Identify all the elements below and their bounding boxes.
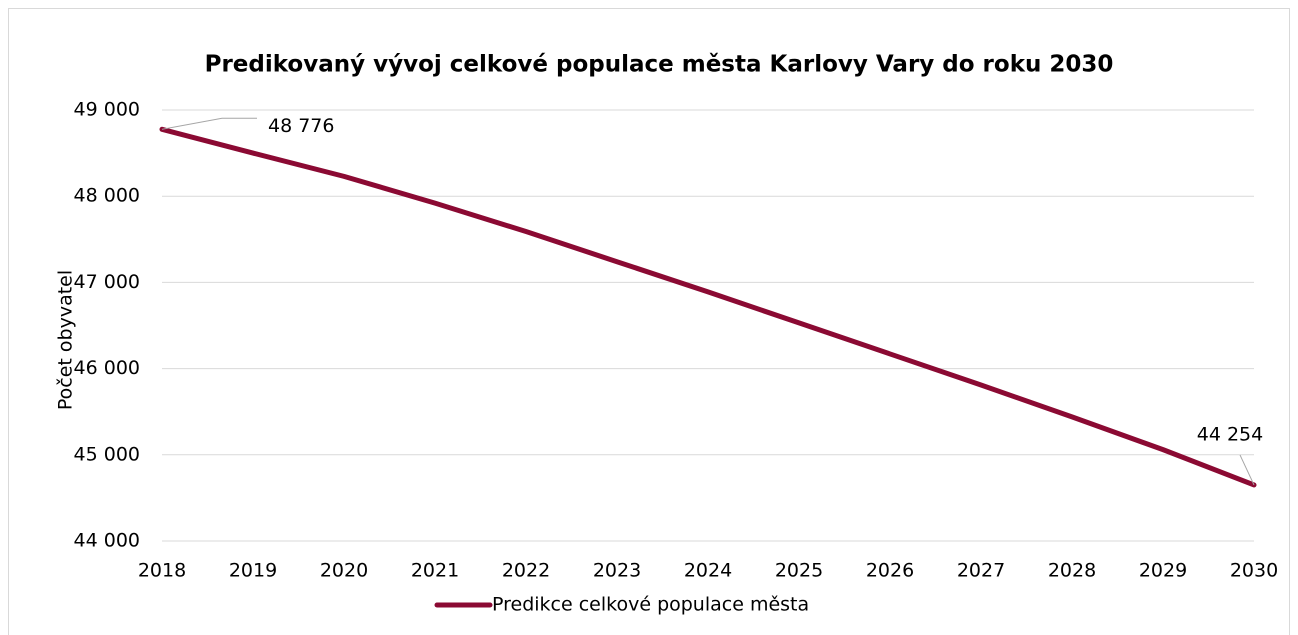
chart-title: Predikovaný vývoj celkové populace města… — [205, 52, 1114, 78]
x-tick-label: 2024 — [684, 560, 732, 582]
x-tick-label: 2030 — [1230, 560, 1278, 582]
annotation: 48 776 — [268, 115, 334, 137]
y-tick-label: 49 000 — [74, 99, 140, 121]
leader-line — [1239, 454, 1255, 486]
y-tick-label: 44 000 — [74, 530, 140, 552]
x-tick-label: 2027 — [957, 560, 1005, 582]
legend-label: Predikce celkové populace města — [492, 594, 809, 616]
y-tick-label: 47 000 — [74, 271, 140, 293]
x-tick-label: 2025 — [775, 560, 823, 582]
y-tick-label: 45 000 — [74, 443, 140, 465]
x-tick-label: 2019 — [229, 560, 277, 582]
annotation: 44 254 — [1197, 423, 1263, 445]
x-tick-label: 2026 — [866, 560, 914, 582]
x-tick-label: 2018 — [138, 560, 186, 582]
x-tick-label: 2021 — [411, 560, 459, 582]
chart-frame — [8, 8, 1290, 635]
y-tick-label: 48 000 — [74, 185, 140, 207]
x-tick-label: 2028 — [1048, 560, 1096, 582]
x-tick-label: 2022 — [502, 560, 550, 582]
y-tick-label: 46 000 — [74, 357, 140, 379]
data-line — [159, 126, 1257, 488]
x-tick-label: 2023 — [593, 560, 641, 582]
x-tick-label: 2020 — [320, 560, 368, 582]
x-tick-label: 2029 — [1139, 560, 1187, 582]
leader-line — [161, 117, 257, 130]
y-axis-title: Počet obyvatel — [55, 270, 77, 410]
